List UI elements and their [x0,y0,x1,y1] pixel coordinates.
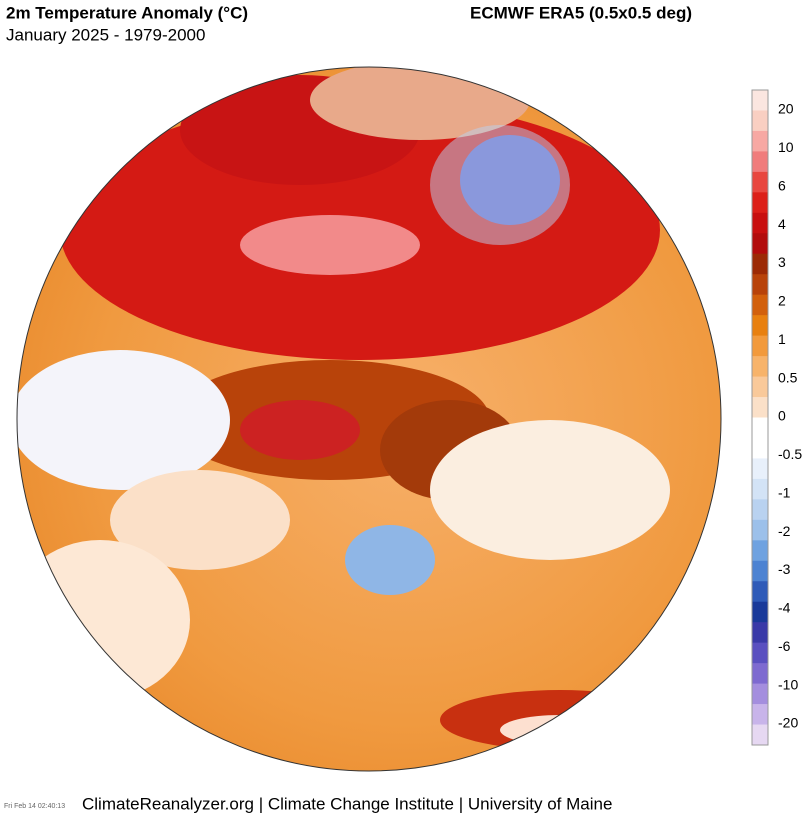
colorbar-swatch [752,356,768,378]
colorbar-swatch [752,683,768,705]
colorbar-swatch [752,499,768,521]
colorbar-swatch [752,704,768,726]
colorbar: 20 10 6 4 3 2 1 0.5 0 -0.5 -1 -2 -3 -4 -6 -10 -20 [751,89,802,746]
colorbar-label: -0.5 [778,446,802,462]
colorbar-swatch [752,212,768,234]
globe-outline [16,66,722,772]
colorbar-label: -2 [778,523,791,539]
colorbar-frame [751,89,769,746]
colorbar-swatch [752,253,768,275]
colorbar-label: 0 [778,408,786,424]
timestamp: Fri Feb 14 02:40:13 [4,803,65,810]
colorbar-swatch [752,315,768,337]
colorbar-swatch [752,581,768,603]
dataset-label: ECMWF ERA5 (0.5x0.5 deg) [470,3,692,22]
title: 2m Temperature Anomaly (°C) [6,3,248,22]
colorbar-swatch [752,192,768,214]
colorbar-swatch [752,478,768,500]
colorbar-swatch [752,437,768,459]
subtitle: January 2025 - 1979-2000 [6,25,205,44]
colorbar-swatch [752,458,768,480]
colorbar-swatch [752,663,768,685]
colorbar-swatch [752,519,768,541]
colorbar-swatch [752,90,768,111]
colorbar-label: 20 [778,101,794,117]
colorbar-swatch [752,601,768,623]
colorbar-label: -3 [778,561,791,577]
colorbar-label: -4 [778,600,791,616]
colorbar-swatch [752,110,768,132]
colorbar-label: 3 [778,254,786,270]
colorbar-swatch [752,642,768,664]
colorbar-label: 2 [778,293,786,309]
colorbar-swatch [752,724,768,746]
colorbar-label: 4 [778,216,786,232]
colorbar-swatch [752,171,768,193]
colorbar-label: 10 [778,139,794,155]
colorbar-label: 0.5 [778,369,798,385]
colorbar-swatch [752,417,768,439]
colorbar-label: 1 [778,331,786,347]
colorbar-swatch [752,622,768,644]
colorbar-swatch [752,274,768,296]
colorbar-swatch [752,376,768,398]
colorbar-label: -6 [778,638,791,654]
colorbar-swatch [752,335,768,357]
colorbar-label: -1 [778,484,791,500]
globe [17,67,721,771]
credit: ClimateReanalyzer.org | Climate Change I… [82,794,612,813]
colorbar-swatch [752,294,768,316]
colorbar-label: -10 [778,676,798,692]
colorbar-swatch [752,151,768,173]
colorbar-swatch [752,130,768,152]
colorbar-swatch [752,540,768,562]
colorbar-label: 6 [778,177,786,193]
colorbar-swatch [752,560,768,582]
colorbar-label: -20 [778,715,798,731]
colorbar-swatch [752,233,768,255]
colorbar-swatch [752,397,768,418]
